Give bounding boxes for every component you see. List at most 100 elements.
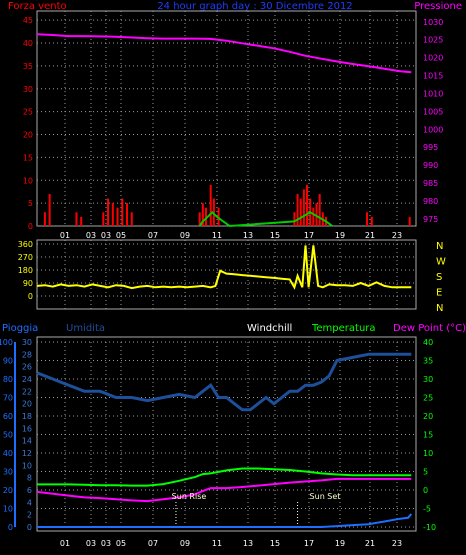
wind-ytick-label: 35 — [23, 62, 33, 71]
humidity-ytick-label: 28 — [22, 350, 32, 359]
rain-ytick-label: 80 — [3, 375, 13, 384]
humidity-ytick-label: 0 — [27, 523, 32, 532]
humidity-ytick-label: 4 — [27, 498, 32, 507]
wind-xtick-label: 17 — [304, 231, 314, 240]
compass-label: N — [436, 303, 443, 314]
wind-bar — [111, 203, 114, 226]
temp-xtick-label: 15 — [270, 539, 280, 548]
wind-ytick-label: 15 — [23, 153, 33, 162]
rain-ytick-label: 60 — [3, 412, 13, 421]
wind-xtick-label: 11 — [212, 231, 222, 240]
wind-ytick-label: 45 — [23, 16, 33, 25]
humidity-ytick-label: 30 — [22, 338, 32, 347]
humidity-ytick-label: 16 — [22, 424, 32, 433]
temp-xtick-label: 23 — [392, 539, 402, 548]
temp-ytick-label: 10 — [423, 449, 433, 458]
rain-ytick-label: 70 — [3, 394, 13, 403]
direction-ytick-label: 90 — [23, 279, 33, 288]
humidity-ytick-label: 2 — [27, 511, 32, 520]
humidity-ytick-label: 6 — [27, 486, 32, 495]
wind-bar — [201, 203, 204, 226]
humidity-ytick-label: 8 — [27, 474, 32, 483]
wind-bar — [302, 189, 305, 226]
direction-ytick-label: 180 — [18, 266, 33, 275]
wind-bar — [370, 216, 373, 226]
wind-xtick-label: 01 — [60, 231, 70, 240]
pressure-axis-title: Pressione — [414, 1, 462, 12]
panel-direction-frame — [36, 239, 417, 310]
temp-xtick-label: 09 — [180, 539, 190, 548]
direction-line — [36, 245, 412, 290]
wind-bar — [366, 212, 369, 226]
legend-windchill: Windchill — [247, 323, 292, 334]
graph-title: 24 hour graph day : 30 Dicembre 2012 — [157, 1, 352, 12]
wind-bar — [43, 212, 46, 226]
temp-ytick-label: -5 — [423, 505, 431, 514]
temp-xtick-label: 03 — [101, 539, 111, 548]
wind-axis-title: Forza vento — [8, 1, 67, 12]
wind-bar — [126, 203, 129, 226]
wind-bar — [293, 212, 296, 226]
legend-rain: Pioggia — [2, 323, 38, 334]
temp-ytick-label: 15 — [423, 431, 433, 440]
temp-xtick-label: 13 — [243, 539, 253, 548]
humidity-ytick-label: 26 — [22, 363, 32, 372]
temp-ytick-label: 20 — [423, 412, 433, 421]
humidity-ytick-label: 14 — [22, 437, 32, 446]
wind-bar — [102, 212, 105, 226]
temp-ytick-label: 5 — [423, 468, 428, 477]
temp-xtick-label: 19 — [335, 539, 345, 548]
rain-ytick-label: 90 — [3, 357, 13, 366]
temp-ytick-label: 35 — [423, 357, 433, 366]
legend-temperature: Temperatura — [311, 323, 376, 334]
rain-ytick-label: 30 — [3, 468, 13, 477]
humidity-ytick-label: 12 — [22, 449, 32, 458]
wind-bar — [315, 203, 318, 226]
temp-xtick-label: 11 — [212, 539, 222, 548]
temp-ytick-label: 30 — [423, 375, 433, 384]
wind-xtick-label: 03 — [86, 231, 96, 240]
pressure-line — [36, 33, 412, 74]
humidity-ytick-label: 22 — [22, 387, 32, 396]
humidity-line — [36, 352, 412, 412]
compass-label: E — [436, 288, 442, 299]
wind-bar — [306, 184, 309, 226]
wind-ytick-label: 40 — [23, 39, 33, 48]
sunset-label: Sun Set — [310, 492, 341, 501]
rain-ytick-label: 40 — [3, 449, 13, 458]
rain-ytick-label: 0 — [8, 523, 13, 532]
pressure-ytick-label: 990 — [423, 161, 438, 170]
wind-bar — [48, 193, 51, 226]
wind-bar — [296, 193, 299, 226]
wind-ytick-label: 10 — [23, 176, 33, 185]
wind-bar — [121, 198, 124, 226]
pressure-ytick-label: 1030 — [423, 18, 443, 27]
wind-bar — [107, 198, 110, 226]
wind-bar — [80, 216, 83, 226]
wind-xtick-label: 03 — [101, 231, 111, 240]
panel-wind-frame — [36, 10, 417, 227]
temp-xtick-label: 05 — [116, 539, 126, 548]
wind-ytick-label: 5 — [28, 199, 33, 208]
wind-xtick-label: 15 — [270, 231, 280, 240]
wind-bar — [209, 184, 212, 226]
pressure-ytick-label: 995 — [423, 143, 438, 152]
pressure-ytick-label: 980 — [423, 197, 438, 206]
rain-ytick-label: 10 — [3, 505, 13, 514]
wind-bar — [212, 198, 215, 226]
rain-line — [37, 513, 413, 528]
temp-ytick-label: 0 — [423, 486, 428, 495]
legend-dewpoint: Dew Point (°C) — [393, 323, 466, 334]
temp-ytick-label: 25 — [423, 394, 433, 403]
wind-bar — [130, 212, 133, 226]
gust-line — [198, 210, 333, 228]
humidity-ytick-label: 24 — [22, 375, 32, 384]
wind-xtick-label: 09 — [180, 231, 190, 240]
direction-ytick-label: 0 — [28, 292, 33, 301]
direction-ytick-label: 360 — [18, 240, 33, 249]
wind-bar — [318, 193, 321, 226]
wind-bar — [312, 207, 315, 226]
temp-ytick-label: 40 — [423, 338, 433, 347]
direction-ytick-label: 270 — [18, 253, 33, 262]
